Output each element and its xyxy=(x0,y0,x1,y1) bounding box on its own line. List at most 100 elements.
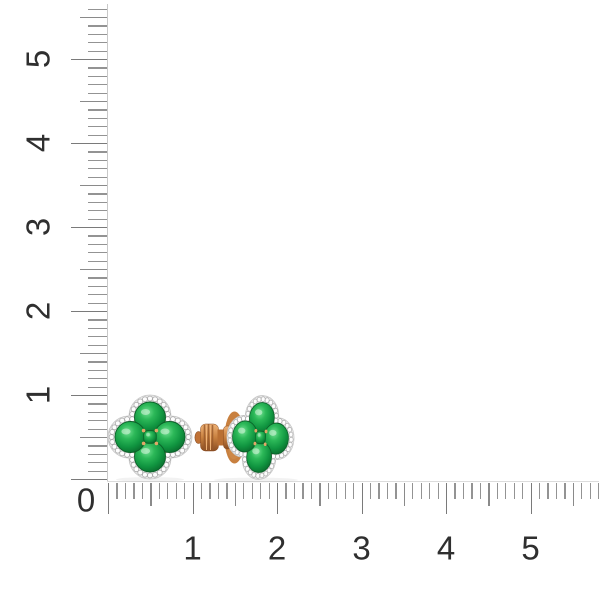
h-ruler-tick xyxy=(133,483,135,499)
v-ruler-tick xyxy=(87,25,107,27)
h-ruler-tick xyxy=(184,483,186,499)
v-ruler-tick xyxy=(70,395,107,397)
h-ruler-tick xyxy=(564,483,566,499)
h-ruler-tick xyxy=(369,483,372,499)
h-ruler-tick xyxy=(158,483,160,499)
v-ruler-tick xyxy=(87,109,107,111)
h-ruler-tick xyxy=(353,483,355,499)
left-earring xyxy=(108,395,192,479)
screw-ridge-highlights xyxy=(206,425,211,450)
h-ruler-label: 5 xyxy=(521,529,540,567)
h-ruler-tick xyxy=(462,483,465,499)
h-ruler-tick xyxy=(530,483,532,514)
v-ruler-tick xyxy=(87,277,107,279)
v-ruler-tick xyxy=(87,126,107,128)
h-ruler-tick xyxy=(361,483,363,514)
v-ruler-tick xyxy=(87,193,107,195)
h-ruler-tick xyxy=(285,483,287,499)
h-ruler-tick xyxy=(327,483,329,499)
v-ruler-tick xyxy=(87,218,107,220)
v-ruler-tick xyxy=(87,67,107,69)
h-ruler-label: 3 xyxy=(352,529,371,567)
h-ruler-tick xyxy=(403,483,406,506)
h-ruler-tick xyxy=(555,483,558,499)
v-ruler-tick xyxy=(87,134,107,136)
h-ruler-tick xyxy=(429,483,431,499)
h-ruler-tick xyxy=(217,483,220,499)
h-ruler-tick xyxy=(412,483,414,499)
h-ruler-tick xyxy=(598,483,600,499)
v-ruler-tick xyxy=(79,101,107,103)
h-ruler-tick xyxy=(124,483,127,499)
h-ruler-tick xyxy=(302,483,304,499)
h-ruler-tick xyxy=(336,483,338,499)
v-ruler-tick xyxy=(87,403,107,405)
v-ruler-tick xyxy=(79,269,107,271)
h-ruler-tick xyxy=(277,483,279,514)
h-ruler-tick xyxy=(226,483,228,499)
v-ruler-tick xyxy=(87,260,107,262)
v-ruler-tick xyxy=(87,151,107,153)
h-ruler-tick xyxy=(496,483,498,499)
h-ruler-tick xyxy=(268,483,270,499)
h-ruler-tick xyxy=(175,483,177,499)
v-ruler-tick xyxy=(87,378,107,380)
v-ruler-tick xyxy=(87,462,107,464)
h-ruler-label: 2 xyxy=(267,529,287,567)
screw-ridges xyxy=(203,424,214,451)
v-ruler-tick xyxy=(87,361,107,363)
v-ruler-tick xyxy=(87,243,107,246)
vertical-ruler-spine xyxy=(107,4,108,482)
v-ruler-tick xyxy=(87,319,107,321)
v-ruler-tick xyxy=(79,185,107,187)
v-ruler-tick xyxy=(79,17,107,19)
v-ruler-tick xyxy=(87,117,107,120)
h-ruler-tick xyxy=(234,483,237,506)
v-ruler-tick xyxy=(70,311,107,313)
h-ruler-label: 1 xyxy=(183,529,202,567)
h-ruler-tick xyxy=(378,483,380,499)
ruler-origin-label: 0 xyxy=(76,481,96,519)
h-ruler-tick xyxy=(437,483,439,499)
h-ruler-tick xyxy=(243,483,245,499)
h-ruler-tick xyxy=(505,483,507,499)
h-ruler-tick xyxy=(589,483,591,499)
v-ruler-tick xyxy=(87,84,107,86)
h-ruler-tick xyxy=(446,483,448,514)
h-ruler-tick xyxy=(572,483,575,506)
h-ruler-tick xyxy=(454,483,456,499)
h-ruler-tick xyxy=(141,483,144,499)
h-ruler-tick xyxy=(547,483,549,499)
v-ruler-tick xyxy=(87,159,107,162)
v-ruler-tick xyxy=(87,411,107,414)
v-ruler-tick xyxy=(70,479,107,481)
v-ruler-tick xyxy=(87,294,107,296)
v-ruler-tick xyxy=(70,227,107,229)
v-ruler-tick xyxy=(87,453,107,456)
h-ruler-tick xyxy=(260,483,262,499)
v-ruler-tick xyxy=(87,344,107,346)
left-earring-shadow xyxy=(116,477,184,482)
v-ruler-tick xyxy=(87,210,107,212)
v-ruler-tick xyxy=(87,285,107,288)
v-ruler-tick xyxy=(87,369,107,372)
h-ruler-tick xyxy=(581,483,583,499)
v-ruler-tick xyxy=(87,386,107,388)
right-earring xyxy=(194,393,297,481)
h-ruler-tick xyxy=(319,483,321,506)
v-ruler-tick xyxy=(87,176,107,178)
h-ruler-tick xyxy=(471,483,473,499)
h-ruler-tick xyxy=(488,483,490,506)
h-ruler-tick xyxy=(344,483,346,499)
v-ruler-tick xyxy=(87,235,107,237)
h-ruler-tick xyxy=(200,483,203,499)
h-ruler-tick xyxy=(386,483,389,499)
horizontal-ruler-spine xyxy=(107,481,599,482)
v-ruler-tick xyxy=(79,437,107,439)
v-ruler-tick xyxy=(87,92,107,94)
v-ruler-tick xyxy=(87,470,107,472)
h-ruler-tick xyxy=(167,483,169,499)
h-ruler-tick xyxy=(420,483,422,499)
